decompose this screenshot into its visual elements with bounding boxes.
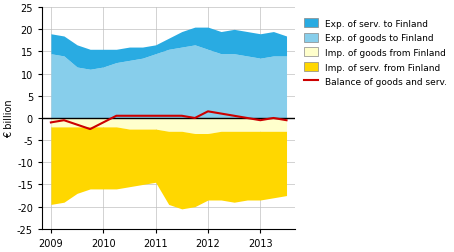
Legend: Exp. of serv. to Finland, Exp. of goods to Finland, Imp. of goods from Finland, : Exp. of serv. to Finland, Exp. of goods … — [302, 17, 449, 89]
Y-axis label: € billion: € billion — [4, 99, 14, 138]
